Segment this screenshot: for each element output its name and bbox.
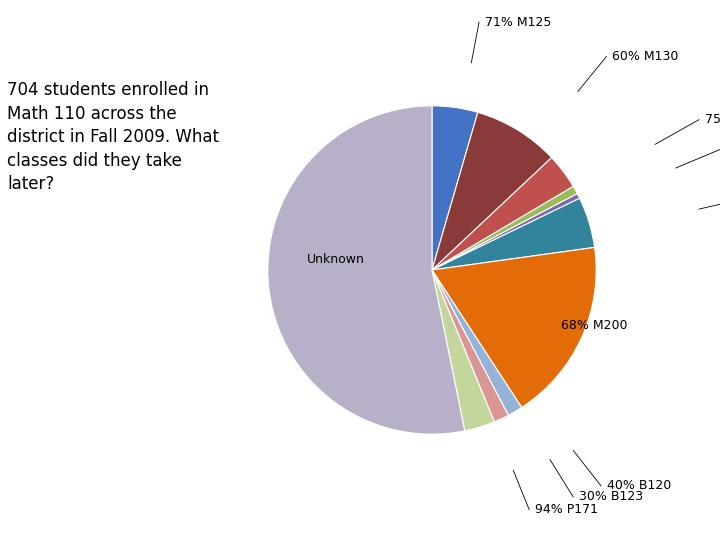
Wedge shape xyxy=(432,112,552,270)
Wedge shape xyxy=(432,270,522,415)
Wedge shape xyxy=(432,158,573,270)
Wedge shape xyxy=(432,194,580,270)
Text: 40% B120: 40% B120 xyxy=(607,480,671,492)
Wedge shape xyxy=(432,198,595,270)
Wedge shape xyxy=(432,186,577,270)
Wedge shape xyxy=(432,270,495,431)
Text: Unknown: Unknown xyxy=(307,253,365,266)
Wedge shape xyxy=(268,106,465,434)
Wedge shape xyxy=(432,270,508,422)
Text: 75% M140: 75% M140 xyxy=(705,113,720,126)
Text: 60% M130: 60% M130 xyxy=(612,50,678,63)
Text: 704 students enrolled in
Math 110 across the
district in Fall 2009. What
classes: 704 students enrolled in Math 110 across… xyxy=(7,81,219,193)
Wedge shape xyxy=(432,106,478,270)
Text: 68% M200: 68% M200 xyxy=(561,319,627,332)
Text: 94% P171: 94% P171 xyxy=(535,503,598,516)
Text: 71% M125: 71% M125 xyxy=(485,16,552,29)
Wedge shape xyxy=(432,247,596,408)
Text: 30% B123: 30% B123 xyxy=(579,490,643,503)
